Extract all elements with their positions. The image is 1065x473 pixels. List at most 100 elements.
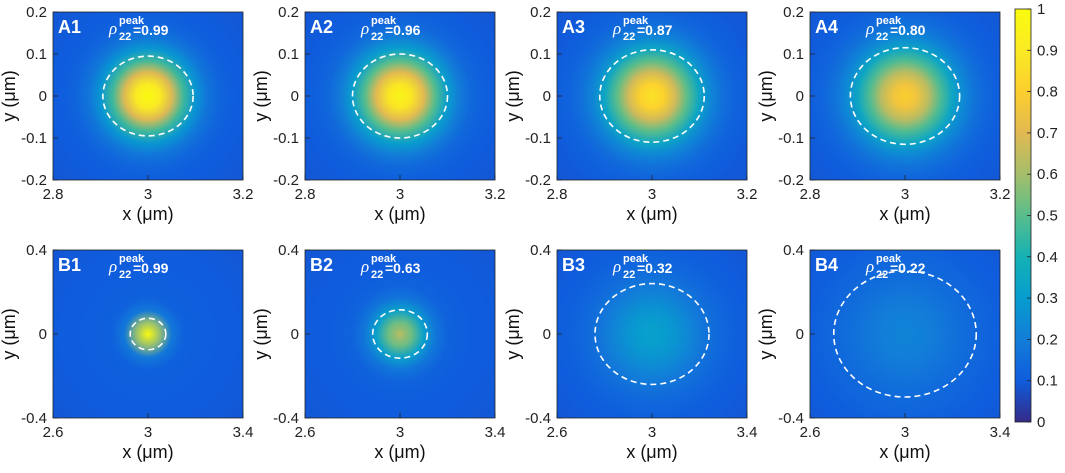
rho-symbol: ρ [865,19,874,38]
rho-superscript: peak [371,253,397,265]
heatmap-field [810,250,1000,418]
y-tick-label: 0.4 [530,242,551,259]
rho-peak-value: =0.96 [385,22,421,38]
x-tick-label: 3.2 [737,186,758,203]
rho-subscript: 22 [119,269,131,281]
x-axis-label: x (μm) [374,204,425,224]
y-tick-label: 0.1 [278,46,299,63]
y-tick-label: 0 [39,88,47,105]
heatmap-field [53,12,243,180]
rho-symbol: ρ [108,19,117,38]
x-axis-label: x (μm) [122,442,173,462]
x-axis-label: x (μm) [374,442,425,462]
x-tick-label: 2.6 [800,424,821,441]
contour-line [832,270,978,398]
rho-peak-value: =0.63 [385,260,421,276]
rho-symbol: ρ [612,257,621,276]
colorbar-tick-label: 0.3 [1037,290,1058,307]
panel-a3: 2.8 3 3.2 0.2 0.1 0 -0.1 -0.2 x (μm) y (μm) A3 ρ pea… [503,4,757,224]
y-tick-label: -0.1 [273,130,299,147]
y-tick-label: 0.1 [530,46,551,63]
x-tick-label: 3 [901,186,909,203]
x-tick-label: 3.2 [990,186,1011,203]
y-tick-label: 0.1 [783,46,804,63]
x-tick-label: 3 [144,424,152,441]
rho-superscript: peak [119,15,145,27]
panel-label: B1 [58,255,81,275]
rho-symbol: ρ [360,257,369,276]
x-tick-label: 3 [648,186,656,203]
rho-symbol: ρ [108,257,117,276]
panel-label: B3 [562,255,585,275]
y-tick-label: 0 [291,88,299,105]
rho-superscript: peak [876,253,902,265]
rho-subscript: 22 [623,31,635,43]
heatmap-field [557,12,747,180]
y-tick-label: 0 [543,326,551,343]
rho-peak-value: =0.87 [637,22,673,38]
y-tick-label: 0.1 [26,46,47,63]
rho-superscript: peak [623,253,649,265]
y-tick-label: -0.2 [273,172,299,189]
rho-subscript: 22 [371,269,383,281]
colorbar-tick-label: 1 [1037,1,1045,18]
x-tick-label: 2.8 [43,186,64,203]
colorbar-tick-label: 0.4 [1037,249,1058,266]
x-axis-label: x (μm) [879,204,930,224]
y-tick-label: -0.4 [525,410,551,427]
rho-symbol: ρ [865,257,874,276]
rho-peak-value: =0.32 [637,260,673,276]
x-tick-label: 3.4 [485,424,506,441]
x-tick-label: 3 [396,186,404,203]
y-tick-label: 0.4 [26,242,47,259]
panel-a4: 2.8 3 3.2 0.2 0.1 0 -0.1 -0.2 x (μm) y (μm) A4 ρ pea… [756,4,1010,224]
panel-label: A2 [310,17,333,37]
colorbar-tick-label: 0.7 [1037,125,1058,142]
x-axis-label: x (μm) [626,442,677,462]
y-tick-label: 0.2 [26,4,47,21]
rho-superscript: peak [371,15,397,27]
x-tick-label: 2.6 [547,424,568,441]
rho-subscript: 22 [623,269,635,281]
x-tick-label: 2.6 [295,424,316,441]
rho-superscript: peak [876,15,902,27]
y-axis-label: y (μm) [0,308,19,359]
x-tick-label: 3.4 [233,424,254,441]
contour-line [129,317,167,351]
y-axis-label: y (μm) [0,70,19,121]
colorbar-tick-label: 0 [1037,414,1045,431]
colorbar: 1 0.9 0.8 0.7 0.6 0.5 0.4 0.3 0.2 0.1 0 [1014,1,1058,431]
y-tick-label: -0.2 [21,172,47,189]
y-tick-label: 0.2 [783,4,804,21]
x-axis-label: x (μm) [626,204,677,224]
x-tick-label: 3.2 [233,186,254,203]
heatmap-field [810,12,1000,180]
y-axis-label: y (μm) [251,308,271,359]
y-tick-label: -0.4 [21,410,47,427]
x-tick-label: 2.8 [295,186,316,203]
panel-label: A3 [562,17,585,37]
rho-subscript: 22 [876,31,888,43]
colorbar-tick-label: 0.9 [1037,42,1058,59]
y-tick-label: -0.1 [778,130,804,147]
x-tick-label: 2.8 [547,186,568,203]
y-tick-label: -0.1 [525,130,551,147]
x-axis-label: x (μm) [879,442,930,462]
contour-line [849,46,961,146]
y-tick-label: 0.2 [530,4,551,21]
y-tick-label: 0 [291,326,299,343]
panel-b4: 2.6 3 3.4 0.4 0 -0.4 x (μm) y (μm) B4 ρ peak 22 =0.2… [756,242,1010,462]
y-tick-label: 0 [796,88,804,105]
rho-subscript: 22 [119,31,131,43]
x-tick-label: 3.4 [737,424,758,441]
rho-symbol: ρ [360,19,369,38]
x-tick-label: 3 [396,424,404,441]
x-tick-label: 3 [144,186,152,203]
y-axis-label: y (μm) [251,70,271,121]
y-axis-label: y (μm) [756,70,776,121]
colorbar-tick-label: 0.1 [1037,373,1058,390]
rho-superscript: peak [119,253,145,265]
heatmap-field [557,250,747,418]
colorbar-tick-label: 0.8 [1037,84,1058,101]
